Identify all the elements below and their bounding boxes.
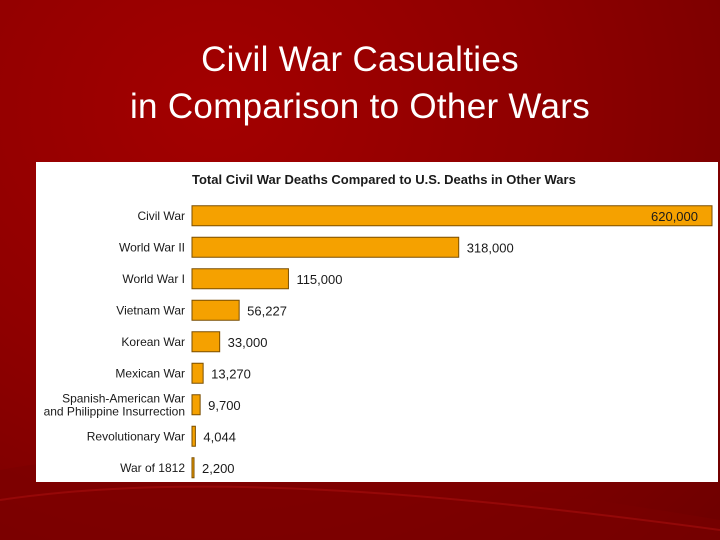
category-label: War of 1812 xyxy=(120,461,185,475)
bar xyxy=(191,394,201,416)
slide-title: Civil War Casualties in Comparison to Ot… xyxy=(0,36,720,130)
bars-layer: Civil War 620,000 World War II 318,000 World… xyxy=(44,205,713,479)
bar xyxy=(191,299,240,321)
value-label: 2,200 xyxy=(202,461,235,476)
bar xyxy=(191,236,460,258)
value-label: 620,000 xyxy=(651,209,698,224)
chart-panel: Total Civil War Deaths Compared to U.S. … xyxy=(36,162,718,482)
value-label: 13,270 xyxy=(211,366,251,381)
bar-chart: Total Civil War Deaths Compared to U.S. … xyxy=(44,172,713,479)
bar xyxy=(191,457,195,479)
bar xyxy=(191,205,713,227)
category-label: World War II xyxy=(119,240,185,254)
category-label: Revolutionary War xyxy=(87,429,185,443)
slide-title-line-2: in Comparison to Other Wars xyxy=(129,87,590,126)
category-label: Civil War xyxy=(137,209,185,223)
bar xyxy=(191,331,221,353)
category-label: Mexican War xyxy=(115,366,185,380)
bar xyxy=(191,425,196,447)
category-label: Spanish-American War and Philippine Insur… xyxy=(44,391,185,418)
slide-title-line-1: Civil War Casualties xyxy=(201,40,519,79)
value-label: 318,000 xyxy=(467,240,514,255)
value-label: 56,227 xyxy=(247,303,287,318)
category-label: Korean War xyxy=(121,335,185,349)
category-label: World War I xyxy=(122,272,185,286)
bar xyxy=(191,362,204,384)
value-label: 33,000 xyxy=(228,335,268,350)
category-label: Vietnam War xyxy=(116,303,185,317)
value-label: 4,044 xyxy=(203,429,236,444)
bar xyxy=(191,268,289,290)
chart-title: Total Civil War Deaths Compared to U.S. … xyxy=(192,172,576,187)
value-label: 115,000 xyxy=(296,272,342,287)
value-label: 9,700 xyxy=(208,398,241,413)
